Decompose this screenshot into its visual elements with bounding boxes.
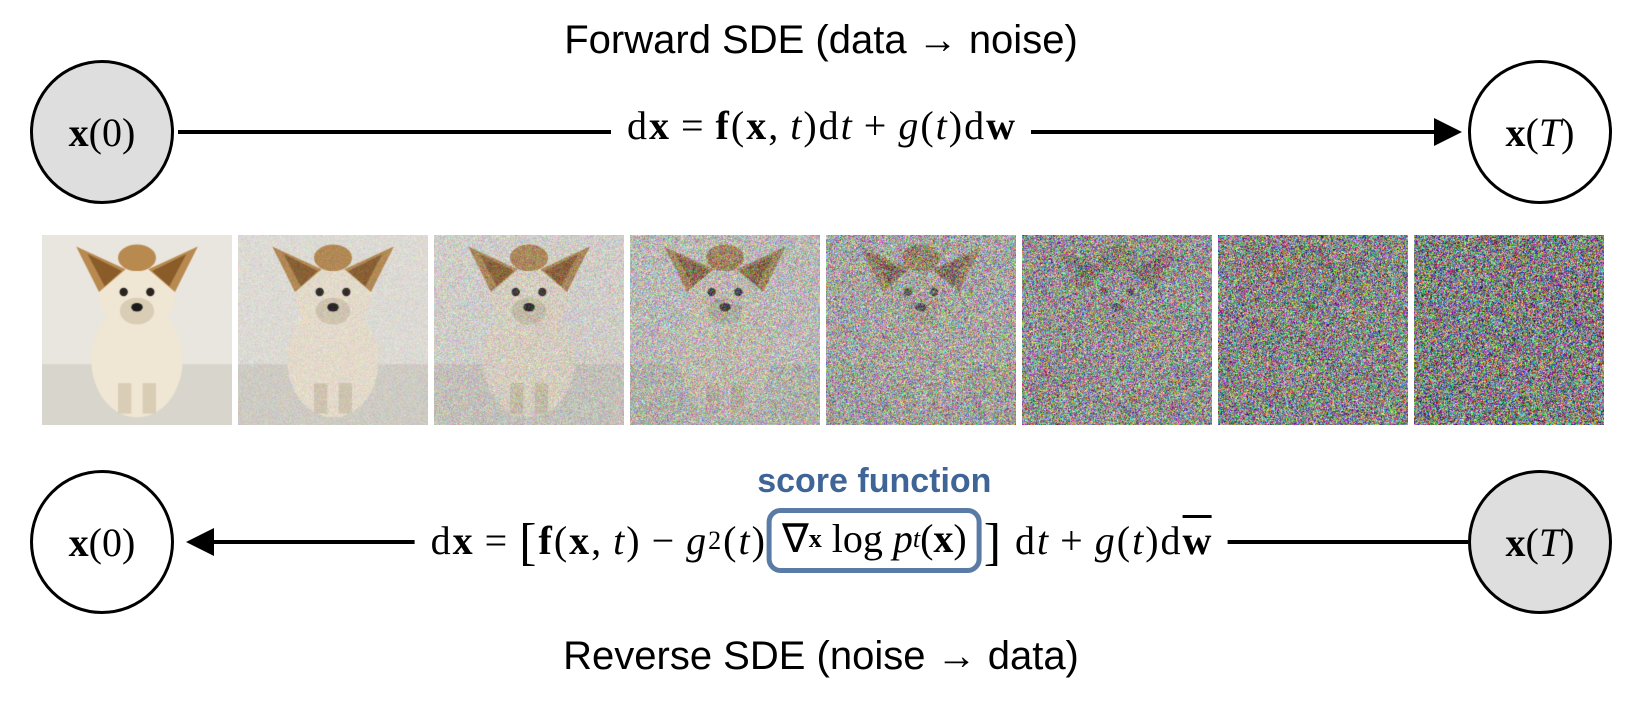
reverse-arrow-head-icon	[186, 528, 214, 556]
noise-tile	[42, 235, 232, 425]
noise-tile	[1414, 235, 1604, 425]
diagram-stage: Forward SDE (data → noise) x(0) x(T) dx …	[0, 0, 1642, 704]
noise-tile	[1218, 235, 1408, 425]
score-function-label: score function	[757, 462, 991, 501]
reverse-equation: dx = [ f(x, t) − g2(t) ∇x log pt(x) ] dt…	[415, 508, 1228, 573]
node-x0-bottom: x(0)	[30, 470, 174, 614]
noise-tile	[1022, 235, 1212, 425]
noise-tile	[630, 235, 820, 425]
node-xT-bottom-label: x(T)	[1506, 519, 1575, 566]
node-x0-top: x(0)	[30, 60, 174, 204]
node-xT-bottom: x(T)	[1468, 470, 1612, 614]
forward-title: Forward SDE (data → noise)	[564, 18, 1078, 63]
reverse-title: Reverse SDE (noise → data)	[563, 634, 1079, 679]
node-x0-top-label: x(0)	[69, 109, 136, 156]
noise-strip	[42, 235, 1604, 425]
node-x0-bottom-label: x(0)	[69, 519, 136, 566]
noise-tile	[238, 235, 428, 425]
score-box: ∇x log pt(x)	[767, 508, 982, 573]
node-xT-top-label: x(T)	[1506, 109, 1575, 156]
noise-tile	[434, 235, 624, 425]
forward-equation: dx = f(x, t)dt + g(t)dw	[611, 102, 1031, 149]
noise-tile	[826, 235, 1016, 425]
forward-arrow-head-icon	[1434, 118, 1462, 146]
node-xT-top: x(T)	[1468, 60, 1612, 204]
